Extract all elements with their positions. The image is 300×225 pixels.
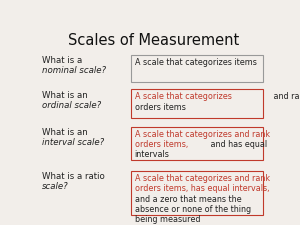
Text: and rank: and rank xyxy=(271,92,300,101)
Text: A scale that categorizes: A scale that categorizes xyxy=(135,92,232,101)
Text: orders items, has equal intervals,: orders items, has equal intervals, xyxy=(135,184,269,193)
FancyBboxPatch shape xyxy=(130,127,263,160)
Text: A scale that categorizes and rank: A scale that categorizes and rank xyxy=(135,130,270,139)
Text: scale?: scale? xyxy=(42,182,69,191)
FancyBboxPatch shape xyxy=(130,171,263,215)
Text: What is a ratio: What is a ratio xyxy=(42,172,105,181)
Text: orders items: orders items xyxy=(135,103,186,112)
FancyBboxPatch shape xyxy=(130,55,263,82)
Text: What is an: What is an xyxy=(42,91,88,100)
Text: interval scale?: interval scale? xyxy=(42,138,104,147)
Text: absence or none of the thing: absence or none of the thing xyxy=(135,205,251,214)
Text: What is an: What is an xyxy=(42,128,88,137)
Text: Scales of Measurement: Scales of Measurement xyxy=(68,33,239,48)
Text: being measured: being measured xyxy=(135,215,200,224)
Text: ordinal scale?: ordinal scale? xyxy=(42,101,101,110)
Text: and has equal: and has equal xyxy=(208,140,267,149)
Text: and a zero that means the: and a zero that means the xyxy=(135,195,241,204)
Text: orders items,: orders items, xyxy=(135,140,188,149)
Text: A scale that categorizes and rank: A scale that categorizes and rank xyxy=(135,174,270,183)
FancyBboxPatch shape xyxy=(130,89,263,118)
Text: intervals: intervals xyxy=(135,150,170,159)
Text: What is a: What is a xyxy=(42,56,82,65)
Text: A scale that categorizes items: A scale that categorizes items xyxy=(135,58,256,67)
Text: nominal scale?: nominal scale? xyxy=(42,66,106,75)
